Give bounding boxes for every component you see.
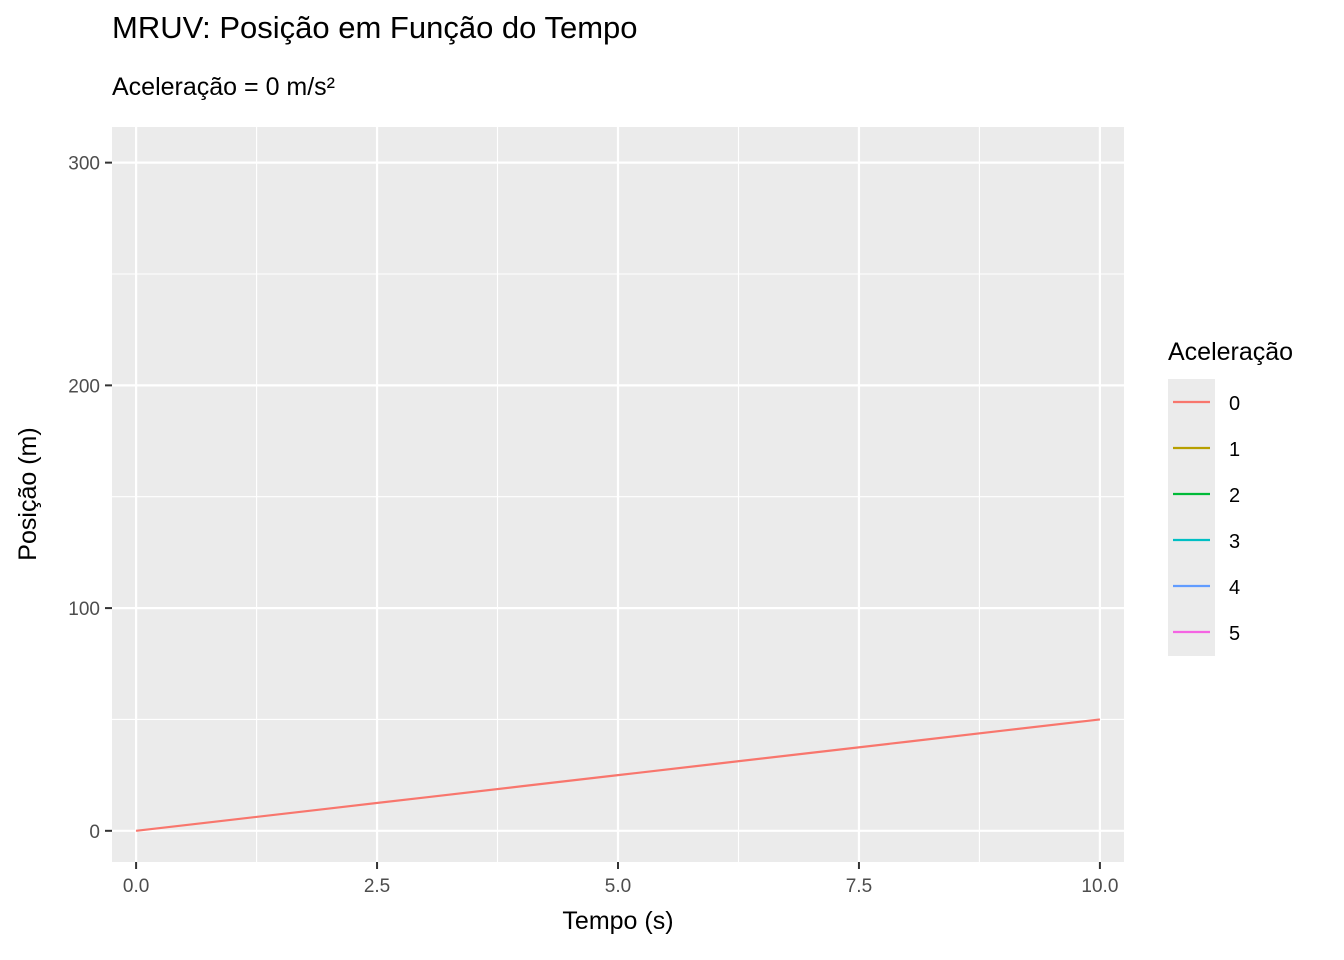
chart-title: MRUV: Posição em Função do Tempo [112, 10, 638, 45]
y-tick-label: 0 [89, 822, 100, 843]
legend-label-4: 4 [1229, 577, 1240, 599]
x-tick-label: 2.5 [364, 876, 390, 897]
series-layer [135, 718, 1101, 832]
axis-tick-labels: 0.0 2.5 5.0 7.5 10.0 0 100 200 300 [68, 154, 1118, 897]
x-tick-label: 10.0 [1081, 876, 1118, 897]
x-tick-label: 5.0 [605, 876, 631, 897]
legend-label-1: 1 [1229, 439, 1240, 461]
legend-label-2: 2 [1229, 485, 1240, 507]
series-line-0 [135, 718, 1101, 832]
x-tick-label: 7.5 [846, 876, 872, 897]
legend-key-background [1168, 379, 1215, 656]
axis-ticks [105, 161, 1101, 869]
chart-subtitle: Aceleração = 0 m/s² [112, 73, 336, 101]
legend-label-3: 3 [1229, 531, 1240, 553]
major-gridlines [112, 127, 1124, 862]
x-axis-title: Tempo (s) [562, 907, 673, 935]
y-tick-label: 100 [68, 599, 100, 620]
x-tick-label: 0.0 [123, 876, 149, 897]
legend-title: Aceleração [1168, 338, 1293, 366]
legend-label-5: 5 [1229, 623, 1240, 645]
y-tick-label: 200 [68, 376, 100, 397]
y-tick-label: 300 [68, 154, 100, 175]
legend-label-0: 0 [1229, 393, 1240, 415]
legend: Aceleração 0 1 2 3 4 5 [1168, 338, 1293, 656]
y-axis-title: Posição (m) [14, 427, 42, 560]
